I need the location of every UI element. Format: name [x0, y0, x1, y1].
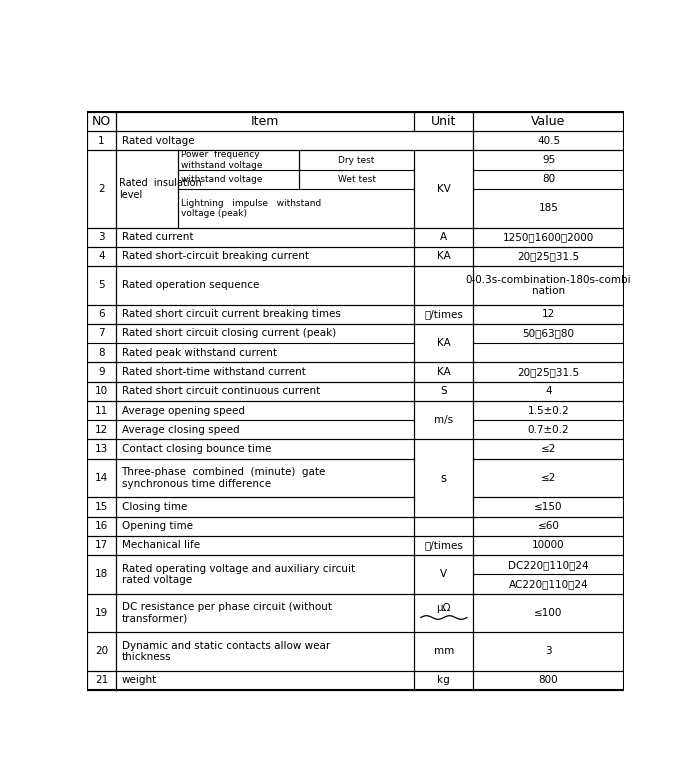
Text: 16: 16: [95, 521, 108, 531]
Text: 1250、1600、2000: 1250、1600、2000: [503, 232, 594, 242]
Text: 95: 95: [542, 155, 555, 165]
Text: 10: 10: [95, 386, 108, 396]
Text: Lightning   impulse   withstand
voltage (peak): Lightning impulse withstand voltage (pea…: [181, 199, 321, 218]
Text: Rated operating voltage and auxiliary circuit
rated voltage: Rated operating voltage and auxiliary ci…: [121, 564, 355, 585]
Text: 20: 20: [95, 647, 108, 656]
Text: 8: 8: [98, 348, 105, 357]
Text: μΩ: μΩ: [437, 603, 451, 613]
Text: 80: 80: [542, 174, 555, 185]
Text: Rated current: Rated current: [121, 232, 193, 242]
Text: Three-phase  combined  (minute)  gate
synchronous time difference: Three-phase combined (minute) gate synch…: [121, 467, 326, 489]
Text: V: V: [440, 569, 448, 579]
Text: 40.5: 40.5: [537, 136, 560, 145]
Text: Dynamic and static contacts allow wear
thickness: Dynamic and static contacts allow wear t…: [121, 640, 330, 662]
Text: 19: 19: [95, 608, 108, 618]
Text: 次/times: 次/times: [424, 540, 463, 551]
Text: S: S: [441, 386, 447, 396]
Text: Power  frequency
withstand voltage: Power frequency withstand voltage: [181, 150, 262, 170]
Text: Rated short circuit continuous current: Rated short circuit continuous current: [121, 386, 319, 396]
Text: 12: 12: [95, 425, 108, 435]
Text: ≤100: ≤100: [534, 608, 563, 618]
Text: 12: 12: [542, 309, 555, 319]
Text: 0.7±0.2: 0.7±0.2: [527, 425, 570, 435]
Text: Rated short circuit current breaking times: Rated short circuit current breaking tim…: [121, 309, 340, 319]
Text: 11: 11: [95, 406, 108, 415]
Text: Opening time: Opening time: [121, 521, 193, 531]
Text: 5: 5: [98, 280, 105, 290]
Text: Wet test: Wet test: [337, 175, 376, 184]
Text: Average opening speed: Average opening speed: [121, 406, 245, 415]
Text: 185: 185: [538, 203, 559, 213]
Text: 15: 15: [95, 502, 108, 512]
Text: KA: KA: [437, 367, 450, 377]
Text: Value: Value: [532, 115, 565, 128]
Text: Dry test: Dry test: [338, 156, 375, 164]
Text: Rated voltage: Rated voltage: [121, 136, 194, 145]
Text: s: s: [441, 472, 447, 485]
Text: A: A: [440, 232, 448, 242]
Text: 21: 21: [95, 676, 108, 685]
Text: Rated short circuit closing current (peak): Rated short circuit closing current (pea…: [121, 328, 336, 339]
Text: Rated peak withstand current: Rated peak withstand current: [121, 348, 277, 357]
Text: kg: kg: [437, 676, 450, 685]
Text: AC220、110、24: AC220、110、24: [509, 579, 588, 589]
Text: Unit: Unit: [431, 115, 457, 128]
Text: Mechanical life: Mechanical life: [121, 540, 200, 551]
Text: 6: 6: [98, 309, 105, 319]
Text: ≤60: ≤60: [538, 521, 559, 531]
Text: 50、63、80: 50、63、80: [523, 328, 574, 339]
Text: DC resistance per phase circuit (without
transformer): DC resistance per phase circuit (without…: [121, 602, 331, 624]
Text: 3: 3: [545, 647, 552, 656]
Text: Average closing speed: Average closing speed: [121, 425, 239, 435]
Text: Rated short-time withstand current: Rated short-time withstand current: [121, 367, 306, 377]
Text: KA: KA: [437, 252, 450, 261]
Text: NO: NO: [91, 115, 111, 128]
Text: 800: 800: [538, 676, 559, 685]
Text: Rated  insulation
level: Rated insulation level: [119, 178, 202, 199]
Text: KA: KA: [437, 338, 450, 348]
Text: 4: 4: [545, 386, 552, 396]
Text: ≤2: ≤2: [541, 444, 556, 454]
Text: 17: 17: [95, 540, 108, 551]
Text: DC220、110、24: DC220、110、24: [508, 560, 589, 570]
Text: Rated short-circuit breaking current: Rated short-circuit breaking current: [121, 252, 308, 261]
Text: ≤2: ≤2: [541, 473, 556, 483]
Text: 18: 18: [95, 569, 108, 579]
Text: 1: 1: [98, 136, 105, 145]
Text: withstand voltage: withstand voltage: [181, 175, 262, 184]
Text: 20、25、31.5: 20、25、31.5: [518, 367, 579, 377]
Text: 9: 9: [98, 367, 105, 377]
Text: 10000: 10000: [532, 540, 565, 551]
Text: weight: weight: [121, 676, 157, 685]
Text: mm: mm: [434, 647, 454, 656]
Text: 次/times: 次/times: [424, 309, 463, 319]
Text: 0-0.3s-combination-180s-combi
nation: 0-0.3s-combination-180s-combi nation: [466, 274, 631, 296]
Text: Rated operation sequence: Rated operation sequence: [121, 280, 259, 290]
Text: Closing time: Closing time: [121, 502, 187, 512]
Text: 7: 7: [98, 328, 105, 339]
Text: 14: 14: [95, 473, 108, 483]
Text: 3: 3: [98, 232, 105, 242]
Text: m/s: m/s: [435, 415, 453, 425]
Text: ≤150: ≤150: [534, 502, 563, 512]
Text: Contact closing bounce time: Contact closing bounce time: [121, 444, 271, 454]
Text: 2: 2: [98, 184, 105, 194]
Text: 1.5±0.2: 1.5±0.2: [527, 406, 570, 415]
Text: 13: 13: [95, 444, 108, 454]
Text: KV: KV: [437, 184, 450, 194]
Text: Item: Item: [251, 115, 279, 128]
Text: 20、25、31.5: 20、25、31.5: [518, 252, 579, 261]
Text: 4: 4: [98, 252, 105, 261]
